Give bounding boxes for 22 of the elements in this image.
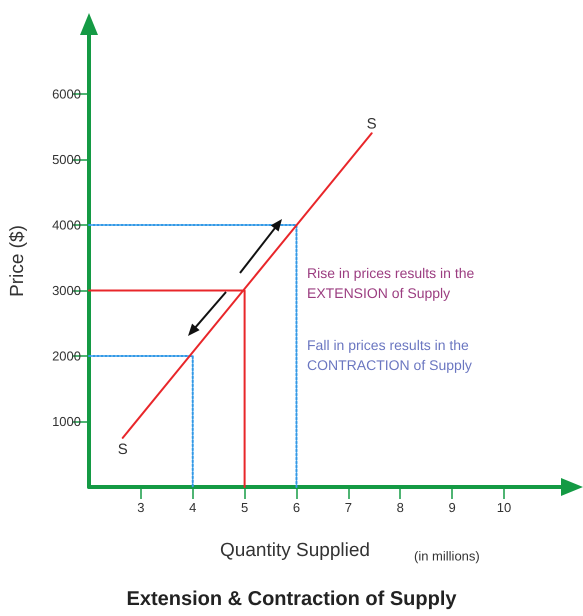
x-axis-title: Quantity Supplied — [220, 540, 370, 561]
series-label: S — [366, 115, 377, 132]
y-tick-label: 3000 — [52, 282, 81, 298]
y-tick-label: 6000 — [52, 86, 81, 102]
x-tick-label: 6 — [292, 500, 300, 515]
x-tick-label: 4 — [189, 500, 196, 515]
y-tick-label: 5000 — [52, 152, 81, 167]
x-tick-label: 10 — [496, 500, 512, 515]
y-axis-title: Price ($) — [7, 225, 28, 297]
y-tick-label: 2000 — [52, 348, 81, 364]
x-tick-label: 7 — [344, 500, 352, 515]
y-tick-label: 4000 — [52, 217, 81, 232]
x-tick-label: 3 — [137, 500, 144, 515]
x-tick-label: 9 — [448, 500, 456, 515]
annotation: Rise in prices results in the EXTENSION of Supply — [307, 265, 475, 301]
text: Extension & Contraction of Supply — [126, 588, 458, 610]
annotation: Fall in prices results in the CONTRACTION of Supply — [307, 337, 472, 373]
x-tick-label: 8 — [396, 500, 404, 515]
y-tick-label: 1000 — [52, 414, 81, 429]
x-tick-label: 5 — [240, 500, 248, 515]
text: S — [118, 440, 128, 458]
text: (in millions) — [414, 548, 480, 564]
